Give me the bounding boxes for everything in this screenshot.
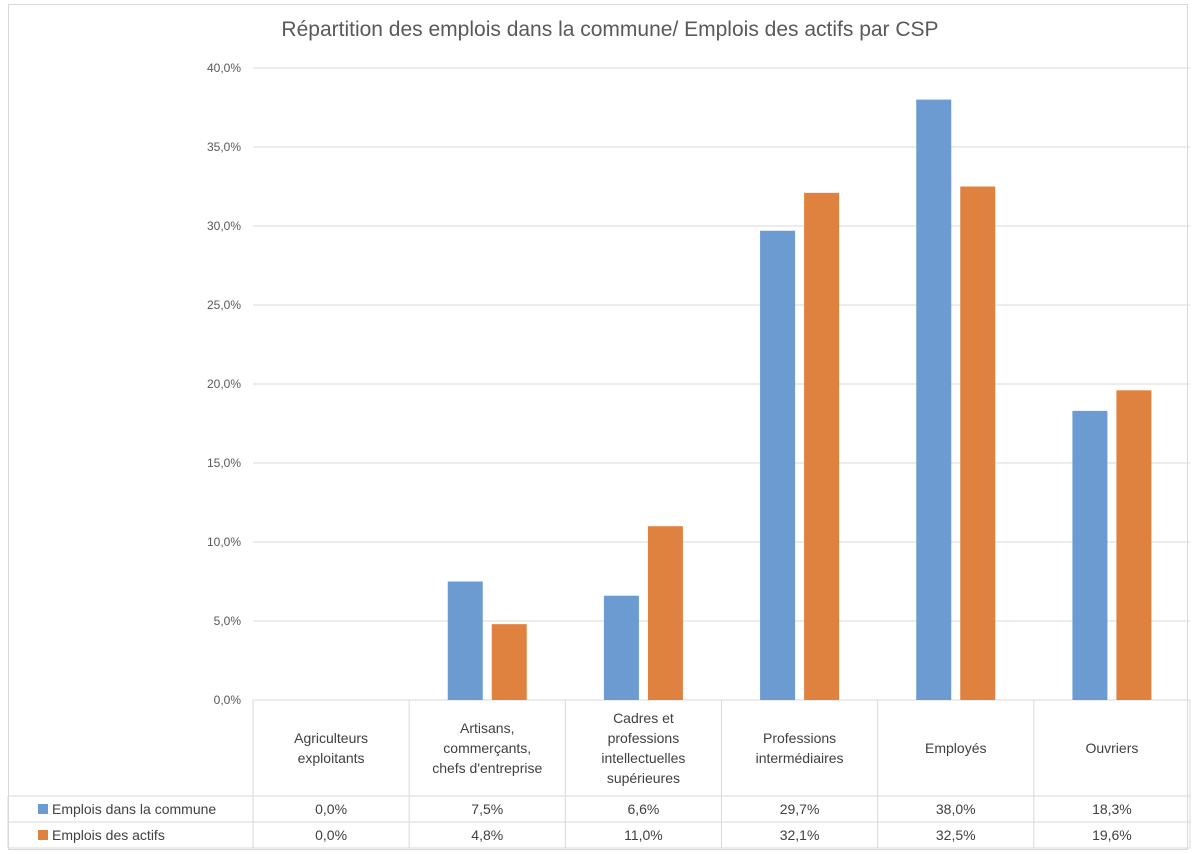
data-table-value: 7,5% [471,801,503,817]
category-label: Cadres et [613,710,674,726]
category-label: chefs d'entreprise [432,760,542,776]
category-label: Employés [925,740,986,756]
legend-label: Emplois des actifs [52,827,165,843]
bar [491,624,527,700]
data-table-value: 0,0% [315,801,347,817]
legend-key [38,804,48,814]
data-table-value: 38,0% [936,801,976,817]
bar [916,99,952,701]
y-tick-label: 30,0% [207,219,241,233]
bar [647,526,683,700]
y-tick-label: 35,0% [207,140,241,154]
bar [447,581,483,700]
category-label: intellectuelles [601,750,685,766]
y-tick-label: 40,0% [207,61,241,75]
y-tick-label: 20,0% [207,377,241,391]
data-table-value: 4,8% [471,827,503,843]
bar [804,192,840,700]
data-table-value: 6,6% [627,801,659,817]
bar [960,186,996,700]
y-tick-label: 15,0% [207,456,241,470]
bar [1072,410,1108,700]
category-label: Professions [763,730,836,746]
category-label: Agriculteurs [294,730,368,746]
y-tick-label: 25,0% [207,298,241,312]
y-tick-label: 10,0% [207,535,241,549]
data-table-value: 29,7% [780,801,820,817]
bar [1116,390,1152,700]
category-label: Artisans, [460,720,514,736]
category-label: supérieures [607,770,680,786]
legend-key [38,830,48,840]
category-label: professions [608,730,680,746]
data-table-value: 19,6% [1092,827,1132,843]
legend-label: Emplois dans la commune [52,801,216,817]
data-table-value: 32,5% [936,827,976,843]
chart-title: Répartition des emplois dans la commune/… [281,18,939,41]
data-table-value: 11,0% [624,827,663,843]
bar [603,595,639,700]
y-tick-label: 5,0% [214,614,242,628]
y-tick-label: 0,0% [214,693,242,707]
category-label: commerçants, [443,740,531,756]
data-table-value: 18,3% [1092,801,1132,817]
category-label: exploitants [298,750,365,766]
data-table-value: 0,0% [315,827,347,843]
category-label: intermédiaires [756,750,844,766]
data-table-value: 32,1% [780,827,820,843]
category-label: Ouvriers [1085,740,1138,756]
bar [760,230,796,701]
